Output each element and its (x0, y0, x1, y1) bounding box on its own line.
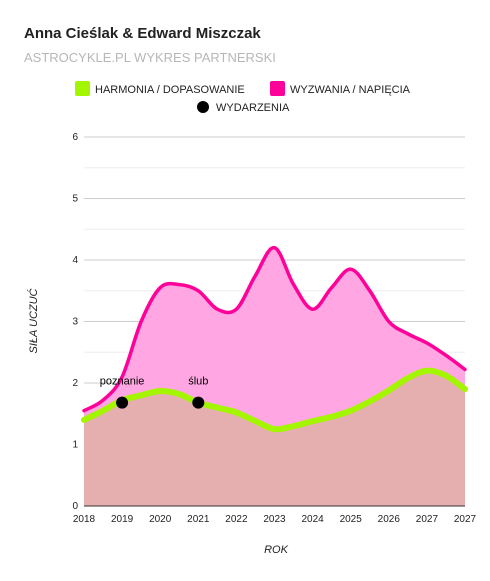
event-markers: poznanie ślub (100, 376, 208, 409)
x-tick-label: 2026 (378, 514, 401, 525)
y-tick-label: 4 (72, 255, 78, 266)
y-axis-title: SIŁA UCZUĆ (27, 288, 40, 353)
x-tick-label: 2025 (340, 514, 363, 525)
y-tick-label: 2 (72, 378, 78, 389)
x-tick-label: 2027 (454, 514, 477, 525)
y-tick-labels: 0 1 2 3 4 5 6 (72, 132, 78, 512)
y-tick-label: 5 (72, 194, 78, 205)
legend-swatch-wyzwania (270, 81, 285, 96)
y-tick-label: 3 (72, 317, 78, 328)
x-tick-label: 2022 (225, 514, 248, 525)
y-tick-label: 0 (72, 501, 78, 512)
series-line-1 (82, 245, 467, 413)
x-tick-label: 2021 (187, 514, 210, 525)
x-tick-label: 2027 (416, 514, 439, 525)
y-tick-label: 1 (72, 440, 78, 451)
x-tick-label: 2023 (263, 514, 286, 525)
x-axis-title: ROK (264, 544, 289, 556)
event-label: poznanie (100, 376, 145, 388)
x-tick-label: 2019 (111, 514, 134, 525)
legend-swatch-harmonia (75, 81, 90, 96)
chart-subtitle: ASTROCYKLE.PL WYKRES PARTNERSKI (24, 50, 276, 65)
series-line-0 (81, 367, 468, 433)
chart-title: Anna Cieślak & Edward Miszczak (24, 25, 261, 42)
event-label: ślub (188, 376, 208, 388)
legend-marker-events (197, 101, 209, 113)
event-marker (192, 396, 205, 409)
event-marker (116, 396, 129, 409)
legend-label-wyzwania: WYZWANIA / NAPIĘCIA (290, 84, 411, 96)
legend-label-harmonia: HARMONIA / DOPASOWANIE (95, 84, 245, 96)
x-tick-label: 2024 (301, 514, 324, 525)
x-tick-label: 2018 (73, 514, 96, 525)
x-tick-label: 2020 (149, 514, 172, 525)
y-tick-label: 6 (72, 132, 78, 143)
series-lines (81, 245, 468, 507)
legend-label-events: WYDARZENIA (216, 102, 290, 114)
x-tick-labels: 2018 2019 2020 2021 2022 2023 2024 2025 2026 2027… (73, 514, 477, 525)
